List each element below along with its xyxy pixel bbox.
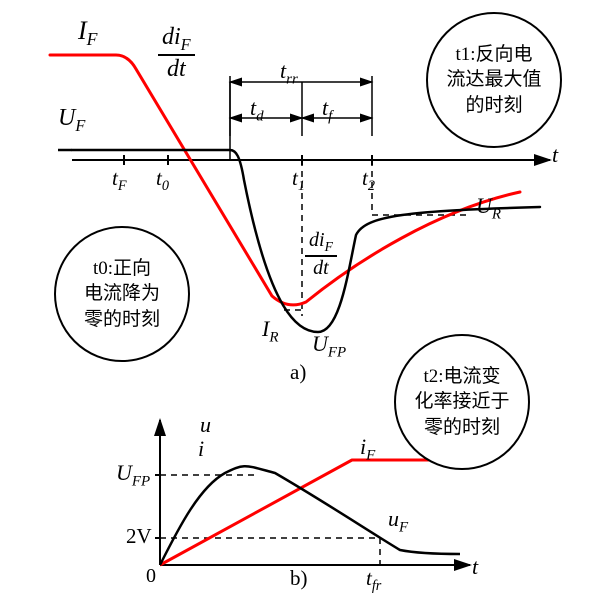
label-a: a)	[290, 362, 306, 383]
label-frac-small: diF dt	[305, 230, 337, 278]
label-td: td	[250, 97, 264, 124]
label-iF: iF	[360, 436, 375, 463]
label-UFP-b: UFP	[116, 462, 150, 489]
note-t1: t1:反向电 流达最大值 的时刻	[426, 12, 562, 148]
tick-t2: t2	[362, 168, 375, 193]
tick-t0: t0	[156, 168, 169, 193]
label-UFP-a: UFP	[312, 333, 346, 360]
label-IR: IR	[262, 318, 278, 345]
label-frac-main: diF dt	[158, 25, 195, 81]
note-t0: t0:正向 电流降为 零的时刻	[54, 226, 190, 362]
label-t-axis-a: t	[552, 144, 558, 166]
label-2V: 2V	[126, 526, 152, 547]
tick-tF: tF	[112, 168, 127, 193]
label-tfr: tfr	[366, 568, 381, 593]
label-i: i	[198, 438, 204, 460]
label-t-axis-b: t	[472, 556, 478, 578]
label-tf: tf	[322, 97, 332, 124]
note-t2: t2:电流变 化率接近于 零的时刻	[394, 334, 530, 470]
label-trr: trr	[280, 60, 298, 87]
tick-t1: t1	[292, 168, 305, 193]
label-UR: UR	[476, 195, 501, 222]
label-IF: IF	[78, 18, 97, 49]
label-UF: UF	[58, 106, 85, 134]
label-b: b)	[290, 568, 308, 589]
label-origin-b: 0	[146, 566, 156, 586]
label-u: u	[200, 414, 211, 436]
label-uF: uF	[388, 508, 408, 535]
